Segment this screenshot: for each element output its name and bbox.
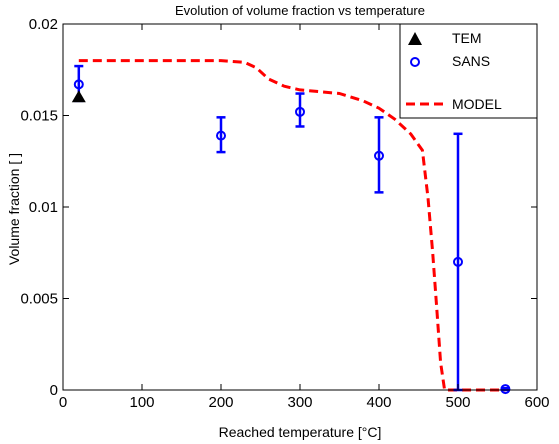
x-tick-label: 500 — [445, 394, 470, 411]
y-tick-label: 0.005 — [20, 291, 58, 308]
y-tick-label: 0.01 — [29, 199, 58, 216]
legend: TEM SANS MODEL — [399, 23, 538, 119]
tem-marker — [71, 90, 86, 103]
sans-marker — [216, 130, 226, 141]
sans-point — [216, 116, 226, 154]
x-tick-label: 600 — [524, 394, 549, 411]
model-line — [78, 59, 506, 392]
legend-model-label: MODEL — [452, 96, 502, 112]
x-tick-label: 400 — [366, 394, 391, 411]
sans-marker — [453, 256, 463, 267]
legend-sans-label: SANS — [452, 53, 490, 69]
chart-title: Evolution of volume fraction vs temperat… — [175, 3, 425, 18]
x-tick-label: 0 — [59, 394, 67, 411]
sans-point — [295, 92, 305, 128]
legend-box — [399, 23, 538, 119]
y-tick-label: 0.02 — [29, 16, 58, 33]
legend-sans-marker — [410, 57, 420, 67]
x-axis-label: Reached temperature [°C] — [219, 424, 382, 440]
sans-marker — [374, 150, 384, 161]
sans-marker — [295, 106, 305, 117]
x-tick-label: 200 — [208, 394, 233, 411]
sans-marker — [500, 384, 511, 395]
y-tick-label: 0 — [50, 382, 58, 399]
y-tick-label: 0.015 — [20, 108, 58, 125]
legend-tem-marker — [408, 32, 422, 45]
x-tick-label: 100 — [129, 394, 154, 411]
x-tick-label: 300 — [287, 394, 312, 411]
legend-tem-label: TEM — [452, 30, 482, 46]
y-axis-label: Volume fraction [ ] — [6, 153, 22, 265]
sans-marker — [73, 79, 84, 90]
sans-point — [374, 116, 384, 194]
